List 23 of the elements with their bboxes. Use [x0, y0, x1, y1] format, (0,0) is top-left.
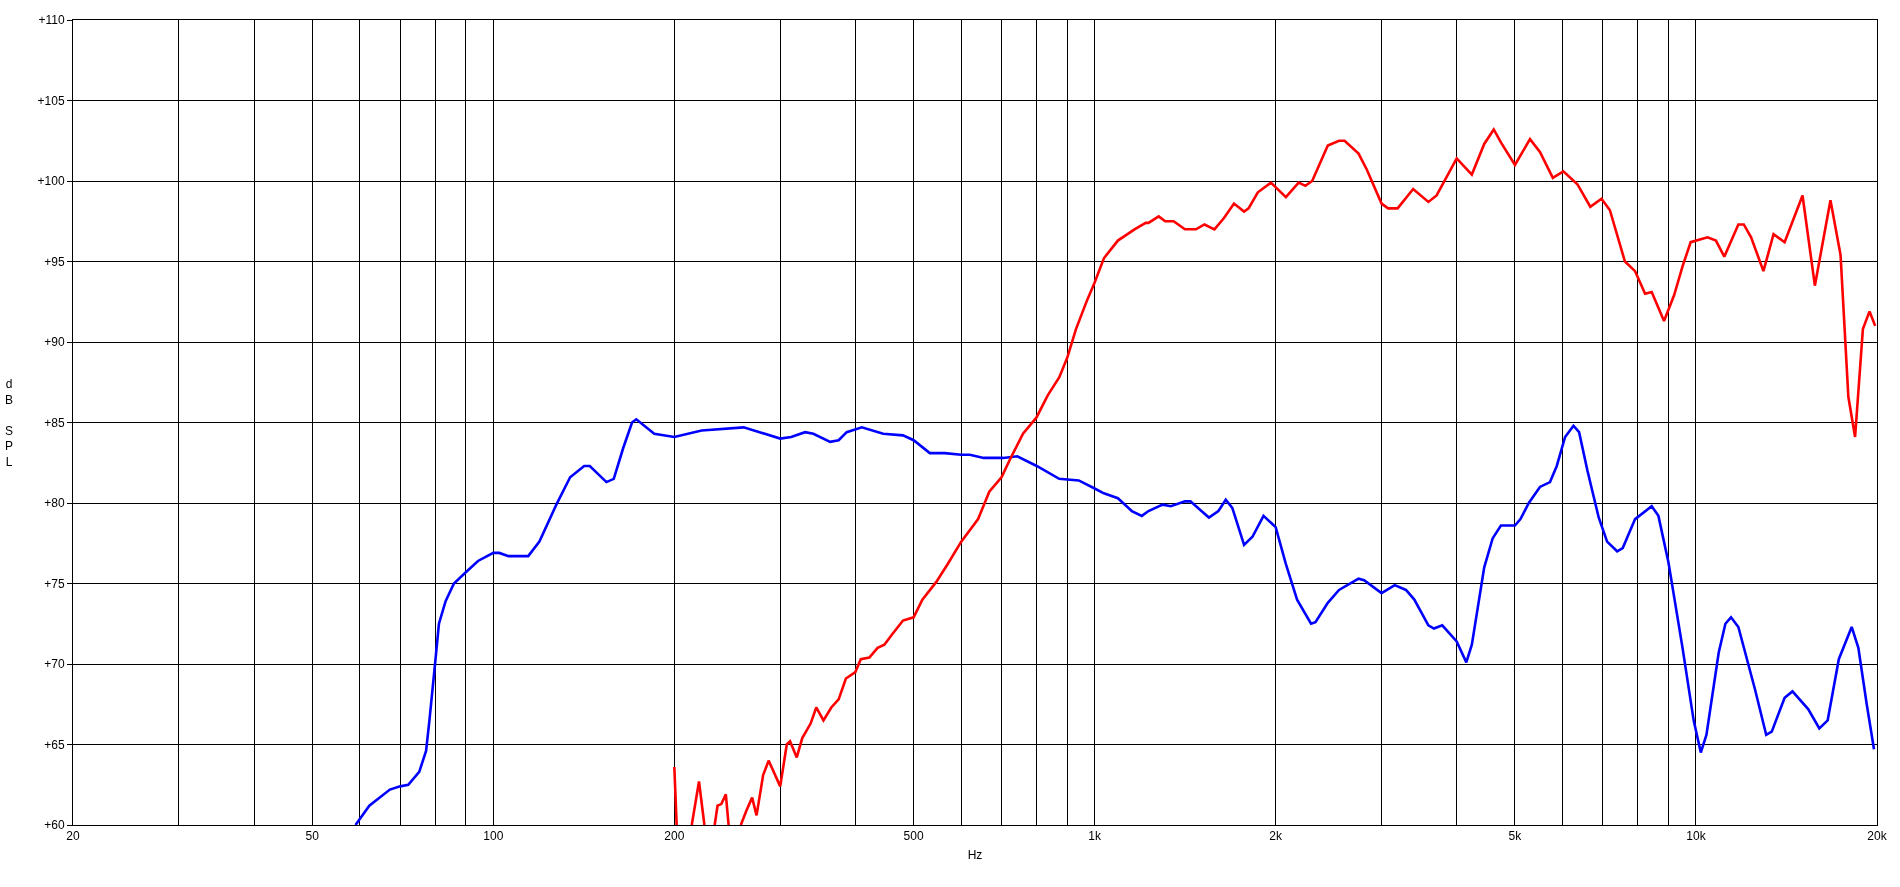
x-tick-label: 20 — [66, 829, 80, 844]
text: dB SPL — [5, 377, 14, 469]
x-tick-label: 10k — [1686, 829, 1707, 844]
y-tick-label: +105 — [37, 93, 65, 108]
x-tick-label: 500 — [903, 829, 924, 844]
y-tick-label: +95 — [44, 254, 65, 269]
y-tick-label: +80 — [44, 496, 65, 511]
x-axis-title: Hz — [967, 848, 983, 863]
y-tick-label: +110 — [38, 13, 65, 28]
y-tick-label: +75 — [44, 576, 65, 591]
y-tick-label: +100 — [37, 174, 65, 189]
y-tick-label: +70 — [44, 657, 65, 672]
y-tick-label: +60 — [44, 818, 65, 833]
x-tick-label: 2k — [1269, 829, 1283, 844]
y-tick-label: +90 — [44, 335, 65, 350]
x-tick-label: 1k — [1088, 829, 1102, 844]
y-tick-label: +85 — [44, 415, 65, 430]
x-tick-label: 100 — [483, 829, 504, 844]
x-tick-label: 20k — [1867, 829, 1888, 844]
x-tick-label: 200 — [664, 829, 685, 844]
y-tick-label: +65 — [44, 737, 65, 752]
x-tick-label: 5k — [1508, 829, 1523, 844]
x-tick-label: 50 — [305, 829, 320, 844]
